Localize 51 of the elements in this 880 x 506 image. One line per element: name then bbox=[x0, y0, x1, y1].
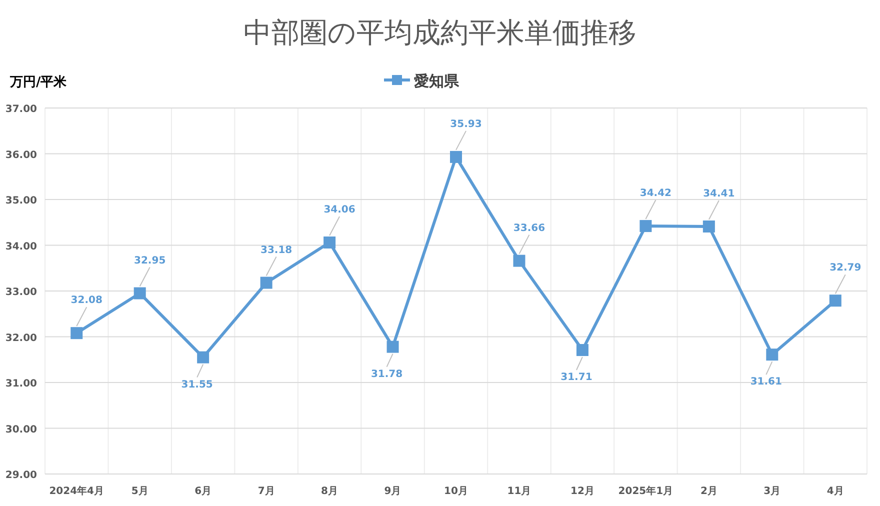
point bbox=[450, 150, 462, 163]
y-tick-label: 34.00 bbox=[5, 241, 38, 252]
x-tick-label: 9月 bbox=[384, 486, 402, 497]
point bbox=[386, 340, 399, 353]
point bbox=[829, 294, 842, 307]
x-tick-label: 8月 bbox=[321, 486, 338, 497]
y-tick-label: 32.00 bbox=[5, 332, 38, 344]
x-tick-label: 5月 bbox=[131, 486, 148, 497]
chart-title: 中部圏の平均成約平米単価推移 bbox=[244, 16, 636, 49]
data-label: 32.95 bbox=[134, 255, 166, 266]
point bbox=[766, 348, 778, 361]
point bbox=[640, 220, 652, 232]
y-tick-label: 30.00 bbox=[5, 424, 38, 436]
data-label: 32.79 bbox=[830, 262, 862, 274]
data-label: 34.41 bbox=[703, 188, 735, 200]
y-axis-title: 万円/平米 bbox=[9, 75, 68, 90]
x-tick-label: 6月 bbox=[194, 486, 212, 497]
x-tick-label: 12月 bbox=[570, 486, 594, 497]
data-label: 31.61 bbox=[750, 376, 782, 388]
x-tick-label: 2月 bbox=[700, 486, 718, 497]
x-tick-label: 10月 bbox=[444, 486, 468, 497]
point bbox=[197, 351, 210, 364]
legend-label: 愛知県 bbox=[414, 72, 460, 90]
x-tick-label: 2025年1月 bbox=[618, 485, 674, 497]
point bbox=[324, 236, 336, 249]
x-tick-label: 2024年4月 bbox=[49, 485, 104, 497]
y-tick-label: 31.00 bbox=[5, 378, 38, 390]
point bbox=[576, 344, 588, 356]
point bbox=[70, 327, 83, 340]
point bbox=[260, 276, 272, 289]
data-label: 31.78 bbox=[370, 368, 403, 380]
point bbox=[513, 254, 526, 267]
point bbox=[134, 287, 146, 300]
data-label: 32.08 bbox=[70, 295, 102, 306]
y-tick-label: 33.00 bbox=[5, 287, 38, 298]
data-label: 34.42 bbox=[640, 188, 672, 200]
y-tick-label: 36.00 bbox=[5, 150, 38, 161]
data-label: 31.55 bbox=[181, 379, 213, 390]
data-label: 34.06 bbox=[324, 204, 356, 216]
point bbox=[702, 220, 715, 232]
y-tick-label: 35.00 bbox=[5, 196, 38, 206]
x-tick-label: 11月 bbox=[507, 486, 532, 497]
data-label: 33.18 bbox=[260, 244, 292, 256]
x-tick-label: 4月 bbox=[826, 486, 844, 497]
x-tick-label: 3月 bbox=[764, 486, 781, 497]
data-label: 33.66 bbox=[513, 222, 546, 234]
y-tick-label: 29.00 bbox=[5, 470, 38, 481]
data-label: 35.93 bbox=[450, 118, 482, 130]
data-label: 31.71 bbox=[560, 372, 592, 384]
x-tick-label: 7月 bbox=[258, 486, 275, 497]
y-tick-label: 37.00 bbox=[5, 104, 38, 115]
